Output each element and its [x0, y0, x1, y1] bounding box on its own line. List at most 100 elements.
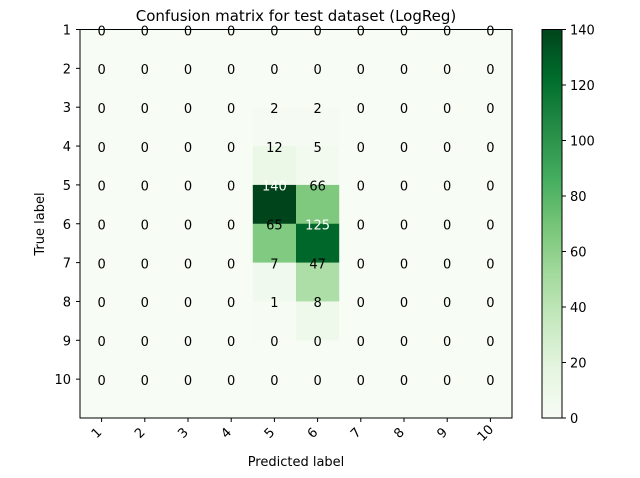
cell-value-label: 0	[227, 257, 235, 272]
heatmap-cell	[339, 262, 383, 302]
heatmap-cell	[166, 301, 210, 341]
colorbar-tick-label: 20	[570, 357, 587, 372]
heatmap-cell	[166, 107, 210, 147]
colorbar-tick-label: 100	[570, 135, 595, 150]
heatmap-cell	[166, 184, 210, 225]
cell-value-label: 0	[141, 296, 149, 311]
cell-value-label: 0	[400, 335, 408, 350]
heatmap-cell	[339, 379, 383, 419]
heatmap-cell	[296, 107, 340, 147]
cell-value-label: 0	[400, 63, 408, 78]
x-tick-label: 3	[175, 425, 191, 441]
heatmap-cell	[252, 223, 297, 263]
cell-value-label: 0	[400, 180, 408, 195]
heatmap-cell	[80, 107, 124, 147]
heatmap-cell	[252, 379, 297, 419]
cell-value-label: 0	[184, 257, 192, 272]
heatmap-cell	[339, 340, 383, 380]
heatmap-cell	[425, 379, 470, 419]
cell-value-label: 0	[97, 335, 105, 350]
heatmap-cell	[252, 184, 297, 225]
cell-value-label: 0	[227, 102, 235, 117]
heatmap-cell	[468, 29, 513, 69]
y-axis: 1 2 3 4 5 6 7 8 9 10	[54, 24, 80, 388]
cell-value-label: 0	[443, 180, 451, 195]
heatmap-cell	[468, 146, 513, 186]
cell-value-label: 0	[357, 180, 365, 195]
cell-value-label: 0	[141, 257, 149, 272]
cell-value-label: 0	[443, 63, 451, 78]
y-tick-label: 8	[63, 295, 71, 310]
heatmap-cell	[339, 184, 383, 225]
cell-value-label: 0	[357, 102, 365, 117]
heatmap-cell	[209, 379, 254, 419]
y-tick-label: 3	[63, 101, 71, 116]
heatmap-cell	[425, 262, 470, 302]
cell-value-label: 7	[270, 257, 278, 272]
heatmap-cell	[166, 146, 210, 186]
heatmap-cell	[80, 146, 124, 186]
cell-value-label: 0	[184, 296, 192, 311]
heatmap-cell	[468, 223, 513, 263]
cell-value-label: 5	[313, 141, 321, 156]
heatmap-cell	[296, 301, 340, 341]
cell-value-label: 0	[357, 335, 365, 350]
cell-value-label: 0	[184, 180, 192, 195]
cell-value-label: 0	[97, 180, 105, 195]
heatmap-cell	[296, 262, 340, 302]
cell-value-label: 0	[486, 257, 494, 272]
cell-value-label: 0	[313, 24, 321, 39]
cell-value-label: 0	[270, 63, 278, 78]
cell-value-label: 0	[97, 296, 105, 311]
cell-value-label: 0	[97, 63, 105, 78]
heatmap-cell	[425, 340, 470, 380]
heatmap-cell	[166, 340, 210, 380]
heatmap-cell	[425, 68, 470, 108]
cell-value-label: 0	[270, 24, 278, 39]
cell-value-label: 0	[227, 141, 235, 156]
cell-value-label: 0	[141, 141, 149, 156]
heatmap-cell	[252, 68, 297, 108]
cell-value-label: 0	[443, 257, 451, 272]
y-tick-label: 9	[63, 334, 71, 349]
heatmap-cell	[252, 301, 297, 341]
heatmap-cell	[468, 262, 513, 302]
cell-value-label: 0	[443, 219, 451, 234]
cell-value-label: 0	[443, 374, 451, 389]
cell-value-label: 0	[313, 63, 321, 78]
heatmap-cell	[468, 107, 513, 147]
cell-value-label: 0	[486, 63, 494, 78]
y-tick-label: 6	[63, 218, 71, 233]
heatmap-cell	[80, 68, 124, 108]
x-tick-label: 1	[89, 425, 105, 441]
heatmap-cell	[296, 146, 340, 186]
heatmap-cell	[123, 29, 167, 69]
x-tick-label: 8	[391, 425, 407, 441]
heatmap-cell	[252, 146, 297, 186]
cell-value-label: 0	[357, 296, 365, 311]
cell-value-label: 0	[357, 219, 365, 234]
heatmap-cell	[382, 68, 426, 108]
heatmap-cell	[425, 107, 470, 147]
cell-value-label: 0	[443, 24, 451, 39]
cell-value-label: 0	[97, 141, 105, 156]
cell-value-label: 1	[270, 296, 278, 311]
heatmap-cell	[339, 223, 383, 263]
cell-value-label: 125	[305, 219, 330, 234]
cell-value-label: 0	[400, 374, 408, 389]
cell-value-label: 0	[184, 24, 192, 39]
x-tick-label: 9	[434, 425, 450, 441]
cell-value-label: 8	[313, 296, 321, 311]
heatmap-cell	[209, 340, 254, 380]
y-tick-label: 1	[63, 24, 71, 39]
heatmap-cell	[123, 68, 167, 108]
heatmap-cell	[123, 301, 167, 341]
heatmap-cell	[382, 262, 426, 302]
cell-value-label: 0	[313, 335, 321, 350]
heatmap-cell	[80, 340, 124, 380]
heatmap-cell	[166, 68, 210, 108]
cell-value-label: 0	[486, 180, 494, 195]
heatmap-cell	[468, 68, 513, 108]
heatmap-cell	[468, 184, 513, 225]
